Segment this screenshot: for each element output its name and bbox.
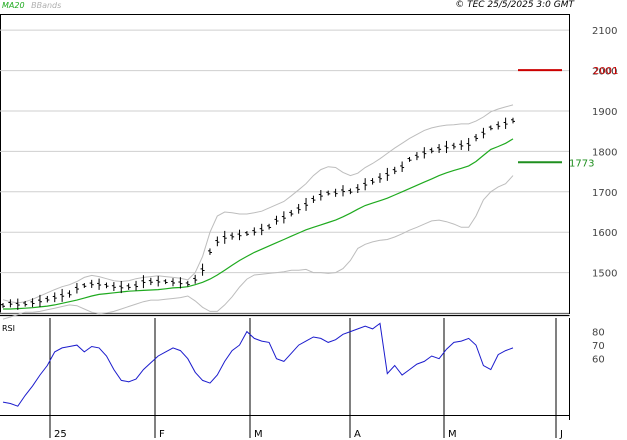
bollinger-upper-line (2, 104, 514, 304)
legend-ma20: MA20 (2, 1, 25, 10)
ma20-line (3, 138, 514, 310)
x-tick-label: A (354, 429, 361, 440)
x-tick-label: M (254, 429, 263, 440)
chart-legend: MA20 BBands (2, 1, 61, 10)
x-tick-label: J (559, 429, 563, 440)
price-tick-label: 1500 (592, 269, 617, 280)
price-panel-frame (0, 14, 570, 314)
price-tick-label: 2100 (592, 26, 617, 37)
rsi-line (2, 322, 514, 407)
rsi-tick-label: 80 (592, 328, 605, 339)
price-tick-label: 1800 (592, 147, 617, 158)
price-tick-label: 1900 (592, 107, 617, 118)
x-tick-label: 25 (54, 429, 67, 440)
rsi-panel-label: RSI (2, 324, 15, 333)
price-tick-label: 1600 (592, 228, 617, 239)
rsi-tick-label: 60 (592, 355, 605, 366)
copyright-text: © TEC 25/5/2025 3:0 GMT (455, 0, 574, 10)
legend-bbands: BBands (31, 1, 62, 10)
price-tick-label: 1700 (592, 188, 617, 199)
price-tick-label: 2000 (592, 67, 617, 78)
x-tick-label: M (448, 429, 457, 440)
support-level-label: 1773 (569, 158, 594, 169)
x-tick-label: F (159, 429, 165, 440)
rsi-tick-label: 70 (592, 341, 605, 352)
bollinger-lower-line (2, 175, 514, 320)
resistance-level-label: 2001 (593, 66, 618, 77)
